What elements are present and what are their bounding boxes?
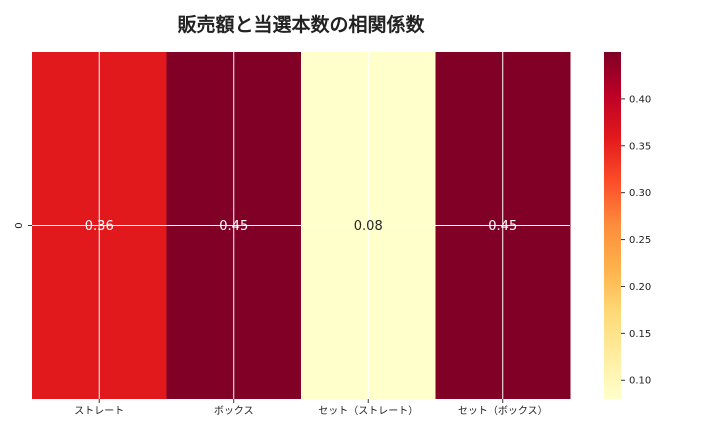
cell-annotation: 0.45	[219, 219, 248, 234]
cell-annotation: 0.36	[85, 219, 114, 234]
cell-annotations: 0.36 0.45 0.08 0.45	[85, 219, 517, 234]
x-tick-label: セット（ボックス）	[458, 405, 548, 417]
y-tick-label: 0	[14, 222, 25, 228]
colorbar-tick-label: 0.35	[629, 141, 651, 152]
colorbar-tick-label: 0.30	[629, 188, 651, 199]
cell-annotation: 0.45	[488, 219, 517, 234]
cell-annotation: 0.08	[354, 219, 383, 234]
colorbar-gradient	[604, 52, 621, 399]
grid-lines	[32, 52, 570, 399]
x-tick-label: ストレート	[74, 406, 124, 417]
colorbar-ticks: 0.10 0.15 0.20 0.25 0.30 0.35 0.40	[621, 94, 651, 387]
x-axis: ストレート ボックス セット（ストレート） セット（ボックス）	[74, 399, 548, 417]
chart-title: 販売額と当選本数の相関係数	[177, 13, 425, 36]
colorbar-tick-label: 0.15	[629, 329, 651, 340]
x-tick-label: ボックス	[214, 405, 254, 417]
colorbar-tick-label: 0.20	[629, 282, 651, 293]
colorbar-tick-label: 0.40	[629, 94, 651, 105]
colorbar-tick-label: 0.25	[629, 235, 651, 246]
x-tick-label: セット（ストレート）	[318, 405, 418, 417]
colorbar: 0.10 0.15 0.20 0.25 0.30 0.35 0.40	[604, 52, 651, 399]
y-axis: 0	[14, 222, 32, 229]
colorbar-tick-label: 0.10	[629, 376, 651, 387]
